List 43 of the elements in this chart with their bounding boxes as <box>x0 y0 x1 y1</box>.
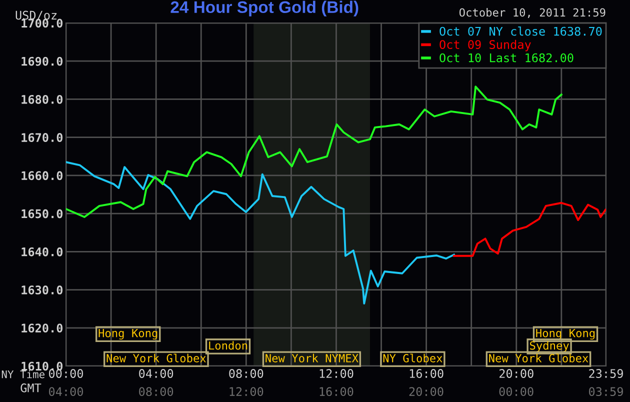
y-tick-label: 1610.0 <box>22 362 63 371</box>
annotation: Hong Kong <box>98 329 158 340</box>
x2-tick-label: 12:00 <box>230 387 264 396</box>
line-series <box>453 202 606 257</box>
y-tick-label: 1680.0 <box>22 94 63 104</box>
line-series <box>66 161 455 304</box>
annotation: London <box>209 341 248 350</box>
x2-axis-title: GMT <box>20 383 42 392</box>
y-tick-label: 1700.0 <box>22 18 63 28</box>
x2-tick-label: 03:59 <box>589 387 623 396</box>
y-axis-title: USD/oz <box>16 10 57 21</box>
y-tick-label: 1630.0 <box>22 286 63 294</box>
x2-tick-label: 00:00 <box>499 387 534 396</box>
y-tick-label: 1670.0 <box>22 133 63 142</box>
y-tick-label: 1620.0 <box>22 324 63 333</box>
x-axis-title: NY Time <box>2 370 44 378</box>
x2-tick-label: 08:00 <box>139 387 174 396</box>
legend-label: Oct 10 Last 1682.00 <box>440 53 574 62</box>
annotation: Sydney <box>530 341 569 352</box>
legend-label: Oct 07 NY close 1638.70 <box>440 26 602 36</box>
x-tick-label: 04:00 <box>139 369 174 378</box>
x-tick-label: 08:00 <box>229 369 264 378</box>
annotation: NY Globex <box>383 354 442 362</box>
x-tick-label: 23:59 <box>589 369 623 378</box>
x2-tick-label: 16:00 <box>320 387 354 396</box>
annotation: New York Globex <box>489 354 588 362</box>
x-tick-label: 16:00 <box>410 369 444 378</box>
y-tick-label: 1640.0 <box>22 247 63 256</box>
chart-title: 24 Hour Spot Gold (Bid) <box>170 0 358 16</box>
x2-tick-label: 20:00 <box>409 387 444 396</box>
x-tick-label: 20:00 <box>499 369 534 378</box>
annotation: New York NYMEX <box>266 354 358 362</box>
y-tick-label: 1650.0 <box>22 209 63 218</box>
legend-label: Oct 09 Sunday <box>440 40 531 52</box>
line-series <box>66 86 562 218</box>
y-tick-label: 1660.0 <box>22 171 63 180</box>
x2-tick-label: 04:00 <box>49 387 84 396</box>
annotation: New York Globex <box>106 354 206 362</box>
x-tick-label: 00:00 <box>49 369 84 378</box>
x-tick-label: 12:00 <box>320 369 354 378</box>
annotation: Hong Kong <box>536 329 595 340</box>
text: October 10, 2011 21:59 <box>459 8 606 18</box>
y-tick-label: 1690.0 <box>22 56 63 66</box>
